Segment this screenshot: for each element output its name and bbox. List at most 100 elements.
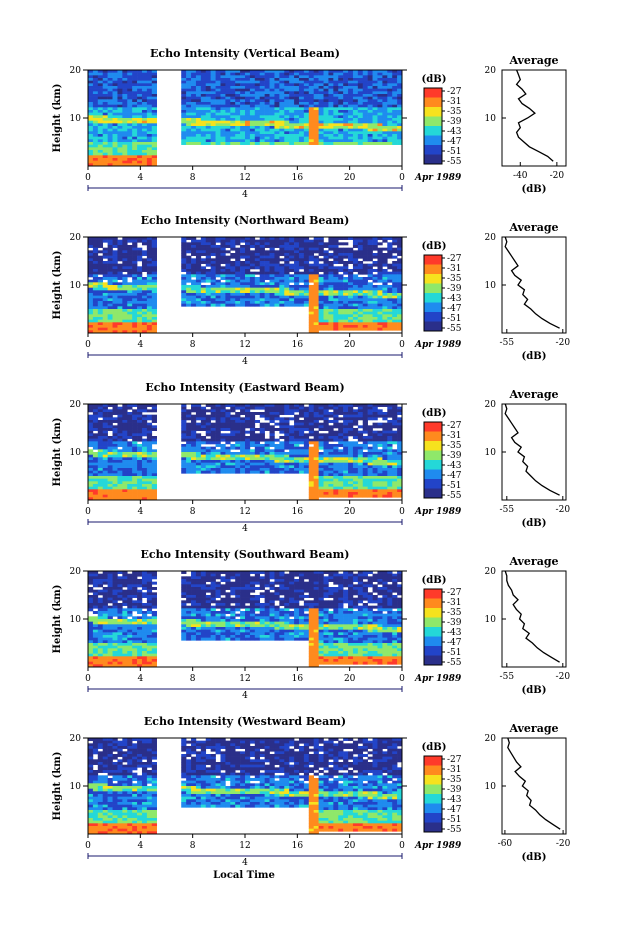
heatmap-cell xyxy=(235,298,241,302)
heatmap-cell xyxy=(210,282,216,286)
heatmap-cell xyxy=(338,404,344,407)
heatmap-cell xyxy=(132,110,138,113)
heatmap-cell xyxy=(289,462,295,466)
heatmap-cell xyxy=(333,303,339,307)
heatmap-cell xyxy=(132,271,138,275)
heatmap-cell xyxy=(112,123,118,127)
heatmap-cell xyxy=(117,314,123,318)
heatmap-cell xyxy=(127,301,133,304)
heatmap-cell xyxy=(289,404,295,407)
heatmap-cell xyxy=(127,317,133,320)
heatmap-cell xyxy=(367,99,373,103)
heatmap-cell xyxy=(191,468,197,471)
heatmap-cell xyxy=(392,414,398,418)
heatmap-cell xyxy=(259,436,265,439)
heatmap-cell xyxy=(215,287,221,291)
heatmap-cell xyxy=(92,282,99,286)
heatmap-cell xyxy=(348,425,354,429)
heatmap-cell xyxy=(397,271,403,275)
heatmap-cell xyxy=(97,134,104,137)
heatmap-cell xyxy=(333,285,339,288)
heatmap-cell xyxy=(195,102,202,105)
heatmap-cell xyxy=(313,317,319,320)
heatmap-cell xyxy=(210,277,216,280)
heatmap-cell xyxy=(220,293,226,296)
heatmap-cell xyxy=(377,126,383,129)
heatmap-cell xyxy=(323,250,329,254)
heatmap-cell xyxy=(254,436,261,439)
heatmap-cell xyxy=(210,269,216,272)
heatmap-cell xyxy=(132,255,138,259)
heatmap-cell xyxy=(97,242,104,246)
heatmap-cell xyxy=(298,298,305,302)
heatmap-cell xyxy=(137,465,143,469)
heatmap-cell xyxy=(294,83,300,87)
heatmap-cell xyxy=(372,317,378,320)
heatmap-cell xyxy=(274,452,280,455)
heatmap-cell xyxy=(313,303,319,307)
heatmap-cell xyxy=(195,99,202,103)
heatmap-cell xyxy=(352,441,359,445)
heatmap-cell xyxy=(200,295,207,299)
heatmap-cell xyxy=(235,444,241,447)
heatmap-cell xyxy=(102,150,108,153)
heatmap-cell xyxy=(382,274,388,278)
heatmap-cell xyxy=(97,245,104,248)
heatmap-cell xyxy=(313,75,319,79)
heatmap-cell xyxy=(97,142,104,145)
heatmap-cell xyxy=(308,404,314,407)
heatmap-cell xyxy=(151,311,157,315)
heatmap-cell xyxy=(372,118,378,121)
heatmap-cell xyxy=(146,78,153,81)
heatmap-cell xyxy=(141,298,148,302)
heatmap-cell xyxy=(269,279,275,283)
heatmap-cell xyxy=(382,290,388,294)
heatmap-cell xyxy=(122,70,128,73)
heatmap-cell xyxy=(357,446,364,450)
heatmap-cell xyxy=(289,86,295,89)
heatmap-cell xyxy=(225,412,231,415)
heatmap-cell xyxy=(303,99,310,103)
heatmap-cell xyxy=(328,301,334,304)
heatmap-cell xyxy=(249,83,256,87)
heatmap-cell xyxy=(392,454,398,458)
heatmap-cell xyxy=(264,446,270,450)
heatmap-cell xyxy=(348,110,354,113)
heatmap-cell xyxy=(259,253,265,256)
heatmap-cell xyxy=(181,83,187,87)
heatmap-cell xyxy=(112,118,118,121)
heatmap-cell xyxy=(367,86,373,89)
heatmap-cell xyxy=(92,155,99,159)
heatmap-cell xyxy=(220,91,226,95)
heatmap-cell xyxy=(186,255,192,259)
heatmap-cell xyxy=(112,139,118,143)
heatmap-cell xyxy=(279,247,285,251)
heatmap-cell xyxy=(362,430,368,434)
heatmap-cell xyxy=(225,88,231,92)
heatmap-cell xyxy=(107,155,113,159)
heatmap-cell xyxy=(245,107,251,111)
heatmap-cell xyxy=(397,457,403,461)
heatmap-cell xyxy=(392,436,398,439)
heatmap-cell xyxy=(323,139,329,143)
heatmap-cell xyxy=(279,298,285,302)
heatmap-cell xyxy=(259,112,265,116)
heatmap-cell xyxy=(97,277,104,280)
heatmap-cell xyxy=(362,314,368,318)
heatmap-cell xyxy=(112,271,118,275)
heatmap-cell xyxy=(102,441,108,445)
heatmap-cell xyxy=(112,468,118,471)
heatmap-cell xyxy=(88,144,94,148)
heatmap-cell xyxy=(387,462,393,466)
heatmap-cell xyxy=(122,118,128,121)
heatmap-cell xyxy=(215,269,221,272)
heatmap-cell xyxy=(117,155,123,159)
heatmap-cell xyxy=(141,107,148,111)
heatmap-cell xyxy=(382,404,388,407)
heatmap-cell xyxy=(141,269,148,272)
heatmap-cell xyxy=(151,110,157,113)
heatmap-cell xyxy=(181,91,187,95)
heatmap-cell xyxy=(210,417,216,421)
heatmap-cell xyxy=(348,441,354,445)
heatmap-cell xyxy=(308,142,314,145)
